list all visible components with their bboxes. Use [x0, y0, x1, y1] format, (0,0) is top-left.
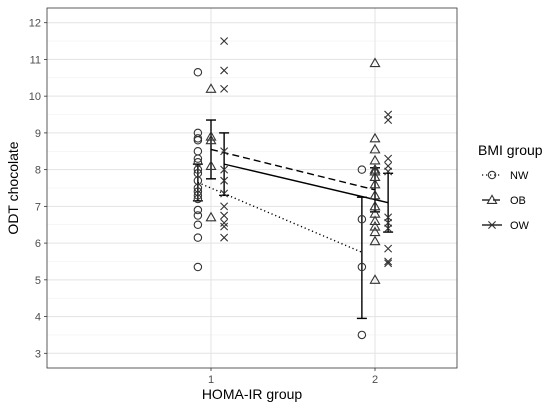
- point-ow: [220, 189, 229, 198]
- legend-key-nw: [487, 170, 497, 180]
- point-ow: [220, 147, 229, 156]
- point-ow: [384, 154, 393, 163]
- legend-label-nw: NW: [510, 170, 529, 182]
- point-ob: [369, 215, 381, 226]
- mean-line-ob: [210, 148, 376, 191]
- point-ob: [369, 154, 381, 165]
- point-ob: [205, 134, 217, 145]
- point-ow: [384, 116, 393, 125]
- y-axis-label: ODT chocolate: [5, 141, 21, 234]
- legend-label-ow: OW: [510, 220, 530, 232]
- point-ow: [220, 84, 229, 93]
- point-nw: [357, 262, 367, 272]
- point-ob: [369, 235, 381, 246]
- y-tick-label: 8: [35, 165, 41, 177]
- grid: [47, 8, 457, 368]
- y-tick-label: 7: [35, 201, 41, 213]
- y-tick-label: 10: [29, 91, 41, 103]
- point-nw: [193, 194, 203, 204]
- point-nw: [193, 68, 203, 77]
- point-ow: [220, 211, 229, 220]
- point-nw: [193, 191, 203, 200]
- legend-key-ow: [488, 221, 496, 229]
- point-ow: [384, 167, 393, 176]
- y-tick-label: 5: [35, 275, 41, 287]
- point-ow: [384, 244, 393, 253]
- point-ow: [220, 165, 229, 174]
- point-ob: [369, 189, 381, 200]
- x-tick-label: 1: [208, 374, 214, 386]
- point-ow: [220, 218, 229, 227]
- point-ob: [205, 211, 217, 222]
- mean-line-ow: [223, 163, 389, 204]
- point-ow: [220, 176, 229, 185]
- point-nw: [193, 205, 203, 215]
- y-axis-ticks: 3 4 5 6 7 8 9 10 11 12: [29, 18, 47, 360]
- y-tick-label: 12: [29, 18, 41, 30]
- point-nw: [193, 135, 203, 145]
- data-points: [193, 37, 393, 340]
- point-nw: [193, 262, 203, 272]
- legend-key-ob: [486, 194, 498, 204]
- point-ob: [369, 165, 381, 176]
- point-ob: [369, 220, 381, 231]
- point-ow: [384, 224, 393, 233]
- y-tick-label: 4: [35, 312, 41, 324]
- point-ob: [205, 83, 217, 93]
- point-nw: [193, 154, 203, 163]
- point-ob: [369, 274, 381, 284]
- plot-panel-border: [46, 7, 458, 369]
- point-ob: [369, 178, 381, 189]
- mean-line-nw: [197, 181, 363, 253]
- y-tick-label: 6: [35, 238, 41, 250]
- point-ob: [369, 143, 381, 154]
- point-ob: [369, 57, 381, 68]
- point-nw: [357, 214, 367, 224]
- point-nw: [193, 220, 203, 229]
- y-tick-label: 11: [30, 54, 41, 66]
- legend: BMI group NW OB OW: [478, 142, 543, 232]
- point-ow: [384, 259, 393, 268]
- point-ow: [220, 233, 229, 242]
- legend-label-ob: OB: [510, 195, 526, 207]
- x-tick-label: 2: [372, 374, 378, 386]
- point-nw: [357, 165, 367, 174]
- point-nw: [193, 165, 203, 174]
- point-ow: [220, 37, 229, 46]
- y-tick-label: 9: [35, 128, 41, 140]
- legend-items: NW OB OW: [482, 170, 530, 232]
- point-ob: [369, 132, 381, 143]
- point-ow: [220, 222, 229, 231]
- point-ob: [205, 130, 217, 141]
- point-nw: [193, 211, 203, 220]
- point-nw: [357, 330, 367, 340]
- x-axis-label: HOMA-IR group: [202, 386, 303, 402]
- y-tick-label: 3: [35, 348, 41, 360]
- point-ow: [220, 66, 229, 75]
- legend-title: BMI group: [478, 142, 543, 158]
- point-ob: [369, 226, 381, 237]
- point-ow: [220, 202, 229, 211]
- point-ob: [205, 160, 217, 170]
- point-ow: [384, 257, 393, 266]
- point-nw: [193, 233, 203, 242]
- mean-lines: [197, 148, 389, 253]
